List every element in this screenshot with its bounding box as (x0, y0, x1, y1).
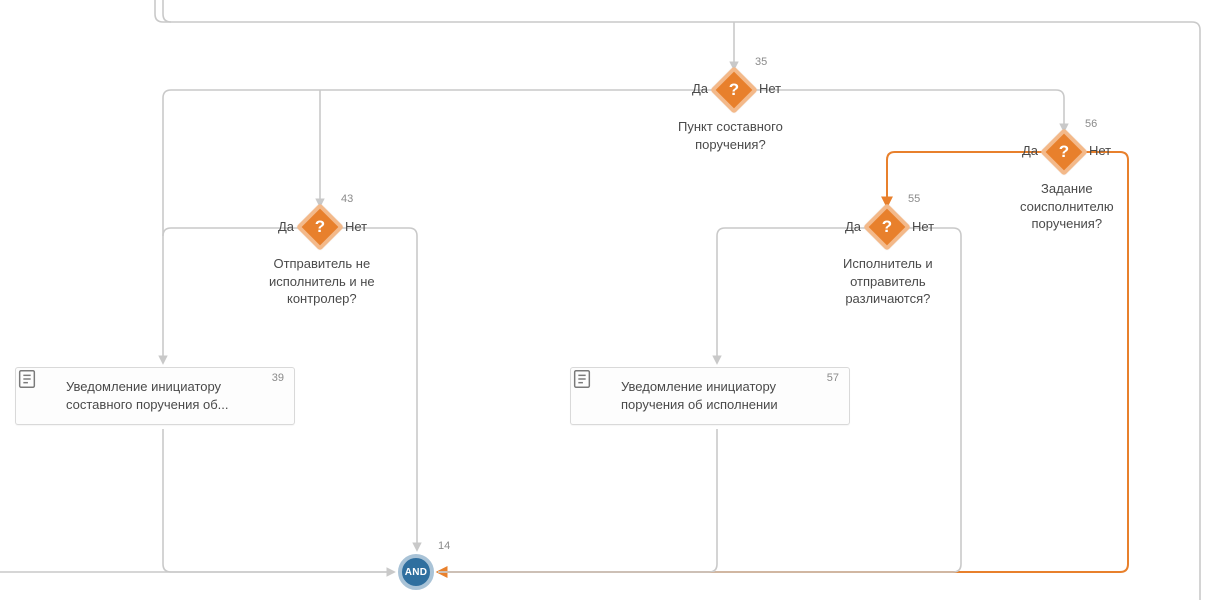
question-icon: ? (303, 210, 337, 244)
question-icon: ? (870, 210, 904, 244)
decision-43[interactable]: ? (303, 210, 337, 244)
question-icon: ? (1047, 135, 1081, 169)
task-39-text: Уведомление инициатору составного поруче… (66, 378, 282, 413)
edge-label-56-no: Нет (1089, 143, 1111, 158)
edge-label-35-no: Нет (759, 81, 781, 96)
edge (755, 90, 1064, 131)
edge (438, 429, 717, 572)
edge-label-43-no: Нет (345, 219, 367, 234)
node-id-14: 14 (438, 540, 450, 552)
task-57-text: Уведомление инициатору поручения об испо… (621, 378, 837, 413)
decision-35[interactable]: ? (717, 73, 751, 107)
decision-56[interactable]: ? (1047, 135, 1081, 169)
node-id-35: 35 (755, 56, 767, 68)
decision-35-label: Пункт составного поручения? (678, 118, 783, 153)
decision-55-label: Исполнитель и отправитель различаются? (843, 255, 933, 308)
document-icon (583, 383, 609, 409)
decision-55[interactable]: ? (870, 210, 904, 244)
node-id-55: 55 (908, 193, 920, 205)
node-id-39: 39 (272, 372, 284, 384)
node-id-56: 56 (1085, 118, 1097, 130)
edge-label-56-yes: Да (1022, 143, 1038, 158)
node-id-57: 57 (827, 372, 839, 384)
edge (163, 0, 171, 22)
edge-label-55-yes: Да (845, 219, 861, 234)
task-57[interactable]: Уведомление инициатору поручения об испо… (570, 367, 850, 425)
edge (163, 429, 394, 572)
edge (163, 90, 713, 363)
edge-label-35-yes: Да (692, 81, 708, 96)
task-39[interactable]: Уведомление инициатору составного поруче… (15, 367, 295, 425)
edges-layer (0, 0, 1206, 602)
edge-label-55-no: Нет (912, 219, 934, 234)
edge-label-43-yes: Да (278, 219, 294, 234)
question-icon: ? (717, 73, 751, 107)
node-id-43: 43 (341, 193, 353, 205)
and-gateway-14[interactable]: AND (398, 554, 434, 590)
document-icon (28, 383, 54, 409)
decision-43-label: Отправитель не исполнитель и не контроле… (269, 255, 375, 308)
decision-56-label: Задание соисполнителю поручения? (1020, 180, 1114, 233)
